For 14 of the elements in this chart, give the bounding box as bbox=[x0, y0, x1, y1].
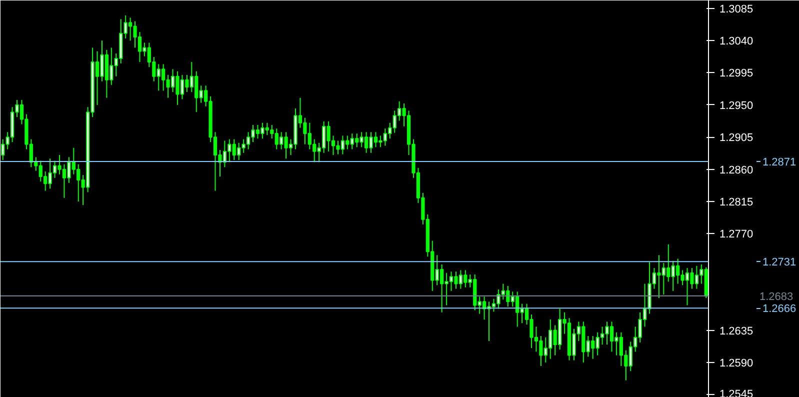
ref-line-label: 1.2731 bbox=[762, 256, 796, 269]
y-tick-label: 1.2635 bbox=[720, 325, 754, 338]
y-tick-label: 1.2590 bbox=[720, 357, 754, 370]
y-tick-label: 1.2860 bbox=[720, 164, 754, 176]
y-tick-label: 1.3040 bbox=[720, 36, 754, 48]
y-tick-label: 1.2995 bbox=[720, 68, 754, 80]
y-tick-label: 1.2950 bbox=[720, 100, 754, 112]
y-tick-label: 1.2905 bbox=[720, 132, 754, 144]
ref-line-label: 1.2683 bbox=[760, 290, 794, 303]
y-tick-label: 1.2770 bbox=[720, 228, 754, 241]
y-tick-label: 1.2815 bbox=[720, 196, 754, 209]
ref-line-label: 1.2666 bbox=[762, 303, 796, 316]
y-tick-label: 1.3085 bbox=[720, 3, 754, 16]
ref-line-label: 1.2871 bbox=[762, 156, 796, 168]
